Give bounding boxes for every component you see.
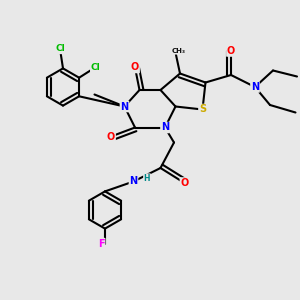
Text: O: O (107, 131, 115, 142)
Text: CH₃: CH₃ (172, 48, 185, 54)
Text: H: H (144, 174, 150, 183)
Text: N: N (161, 122, 169, 133)
Text: O: O (227, 46, 235, 56)
Text: Cl: Cl (91, 63, 100, 72)
Text: N: N (120, 101, 129, 112)
Text: O: O (131, 62, 139, 73)
Text: S: S (199, 104, 206, 115)
Text: F: F (98, 238, 105, 249)
Text: Cl: Cl (55, 44, 65, 53)
Text: N: N (251, 82, 259, 92)
Text: N: N (129, 176, 138, 187)
Text: O: O (180, 178, 189, 188)
